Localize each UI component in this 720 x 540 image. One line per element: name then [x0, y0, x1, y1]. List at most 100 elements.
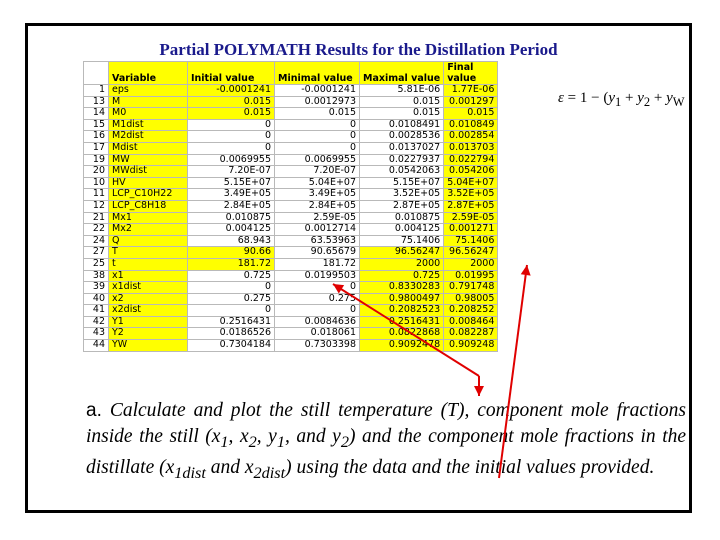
- cell-final-value: 2000: [443, 257, 499, 271]
- cell-variable: Mdist: [108, 141, 188, 155]
- cell-variable: YW: [108, 339, 188, 352]
- row-number: 19: [83, 153, 109, 167]
- table-body: 1 eps -0.0001241 -0.0001241 5.81E-06 1.77E-06…: [83, 84, 499, 352]
- table-row: 24 Q 68.943 63.53963 75.1406 75.1406: [83, 234, 499, 248]
- table-row: 13 M 0.015 0.0012973 0.015 0.001297: [83, 95, 499, 109]
- cell-variable: MW: [108, 153, 188, 167]
- cell-final-value: 0.002854: [443, 130, 499, 143]
- header-final-value: Final value: [443, 61, 499, 85]
- epsilon-equation: ε = 1 − (y1 + y2 + yW: [558, 90, 688, 110]
- row-number-header: [83, 61, 109, 85]
- row-number: 17: [83, 141, 109, 155]
- table-row: 10 HV 5.15E+07 5.04E+07 5.15E+07 5.04E+07: [83, 176, 499, 190]
- cell-final-value: 0.001271: [443, 223, 499, 236]
- cell-final-value: 2.87E+05: [443, 199, 499, 213]
- task-text-5: ) and the component mole fractions in th…: [86, 426, 687, 478]
- row-number: 12: [83, 199, 109, 213]
- cell-initial-value: 0.010875: [187, 211, 275, 225]
- arrow-final-t-head: [520, 265, 531, 276]
- cell-variable: Mx2: [108, 223, 188, 236]
- cell-minimal-value: 0.7303398: [274, 339, 360, 352]
- task-text-3: , y: [256, 426, 277, 447]
- header-maximal-value: Maximal value: [358, 61, 445, 85]
- table-row: 17 Mdist 0 0 0.0137027 0.013703: [83, 141, 499, 155]
- cell-final-value: 0.791748: [443, 281, 499, 294]
- cell-maximal-value: 0.9092478: [358, 339, 445, 352]
- task-sub-1: 1: [220, 432, 229, 451]
- table-row: 22 Mx2 0.004125 0.0012714 0.004125 0.001271: [83, 223, 499, 236]
- cell-variable: M1dist: [108, 118, 188, 132]
- task-paragraph: a. Calculate and plot the still temperat…: [86, 398, 686, 486]
- cell-minimal-value: 63.53963: [274, 234, 360, 248]
- equation-y1: y: [608, 90, 616, 106]
- task-text-4: , and y: [284, 426, 341, 447]
- table-row: 11 LCP_C10H22 3.49E+05 3.49E+05 3.52E+05 3.52…: [83, 188, 499, 201]
- cell-initial-value: 0: [187, 141, 275, 155]
- cell-maximal-value: 0.0227937: [358, 153, 445, 167]
- arrow-initial-t-head: [333, 284, 345, 294]
- cell-minimal-value: 0: [274, 130, 360, 143]
- cell-initial-value: 68.943: [187, 234, 275, 248]
- cell-final-value: 75.1406: [443, 234, 499, 248]
- cell-final-value: 0.013703: [443, 141, 499, 155]
- header-minimal-value: Minimal value: [274, 61, 360, 85]
- cell-final-value: 96.56247: [443, 246, 499, 259]
- equation-y2-sub: 2: [643, 95, 651, 109]
- arrow-final-t: [498, 264, 528, 479]
- row-number: 11: [83, 188, 109, 201]
- cell-initial-value: 0.004125: [187, 223, 275, 236]
- table-row: 38 x1 0.725 0.0199503 0.725 0.01995: [83, 269, 499, 283]
- row-number: 22: [83, 223, 109, 236]
- cell-initial-value: 0.0069955: [187, 153, 275, 167]
- cell-initial-value: 0: [187, 118, 275, 132]
- task-text-7: ) using the data and the initial values …: [285, 456, 655, 478]
- table-row: 1 eps -0.0001241 -0.0001241 5.81E-06 1.77E-06: [83, 84, 499, 97]
- cell-final-value: 3.52E+05: [443, 188, 499, 201]
- table-header-row: Variable Initial value Minimal value Max…: [83, 61, 499, 85]
- equation-y2: y: [637, 90, 644, 106]
- table-row: 20 MWdist 7.20E-07 7.20E-07 0.0542063 0.05420…: [83, 165, 499, 178]
- equation-yw-sub: W: [672, 95, 685, 109]
- task-sub-5: 1dist: [174, 463, 206, 482]
- table-row: 12 LCP_C8H18 2.84E+05 2.84E+05 2.87E+05 2.87E…: [83, 199, 499, 213]
- task-text-2: , x: [228, 426, 249, 447]
- table-row: 19 MW 0.0069955 0.0069955 0.0227937 0.022794: [83, 153, 499, 167]
- row-number: 24: [83, 234, 109, 248]
- table-row: 44 YW 0.7304184 0.7303398 0.9092478 0.909248: [83, 339, 499, 352]
- cell-variable: Mx1: [108, 211, 188, 225]
- cell-minimal-value: 0: [274, 141, 360, 155]
- table-row: 40 x2 0.275 0.275 0.9800497 0.98005: [83, 292, 499, 306]
- table-row: 21 Mx1 0.010875 2.59E-05 0.010875 2.59E-05: [83, 211, 499, 225]
- cell-final-value: 0.909248: [443, 339, 499, 352]
- table-row: 41 x2dist 0 0 0.2082523 0.208252: [83, 304, 499, 317]
- slide-title: Partial POLYMATH Results for the Distill…: [159, 40, 558, 59]
- annotation-arrows: [332, 264, 531, 479]
- header-initial-value: Initial value: [187, 61, 275, 85]
- task-label: a.: [86, 400, 102, 421]
- cell-variable: Y2: [108, 327, 188, 341]
- table-row: 15 M1dist 0 0 0.0108491 0.010849: [83, 118, 499, 132]
- task-sub-4: 2: [340, 432, 349, 451]
- header-final-line2: value: [447, 73, 477, 84]
- cell-final-value: 0.054206: [443, 165, 499, 178]
- cell-minimal-value: 0.0012714: [274, 223, 360, 236]
- cell-final-value: 0.022794: [443, 153, 499, 167]
- equation-y1-sub: 1: [615, 95, 622, 109]
- equation-plus2: +: [650, 90, 667, 106]
- task-text-6: and x: [205, 456, 254, 478]
- cell-minimal-value: 7.20E-07: [274, 165, 360, 178]
- equation-yw: y: [666, 90, 673, 106]
- cell-minimal-value: 5.04E+07: [274, 176, 360, 190]
- cell-initial-value: 5.15E+07: [187, 176, 275, 190]
- arrow-initial-t: [332, 283, 480, 377]
- cell-maximal-value: 0.0108491: [358, 118, 445, 132]
- equation-plus1: +: [621, 90, 638, 106]
- header-final-line1: Final: [447, 62, 474, 73]
- row-number: 20: [83, 165, 109, 178]
- cell-final-value: 0.010849: [443, 118, 499, 132]
- results-table: Variable Initial value Minimal value Max…: [83, 61, 499, 352]
- cell-variable: M0: [108, 107, 188, 120]
- row-number: 16: [83, 130, 109, 143]
- cell-variable: LCP_C8H18: [108, 199, 188, 213]
- cell-final-value: 5.04E+07: [443, 176, 499, 190]
